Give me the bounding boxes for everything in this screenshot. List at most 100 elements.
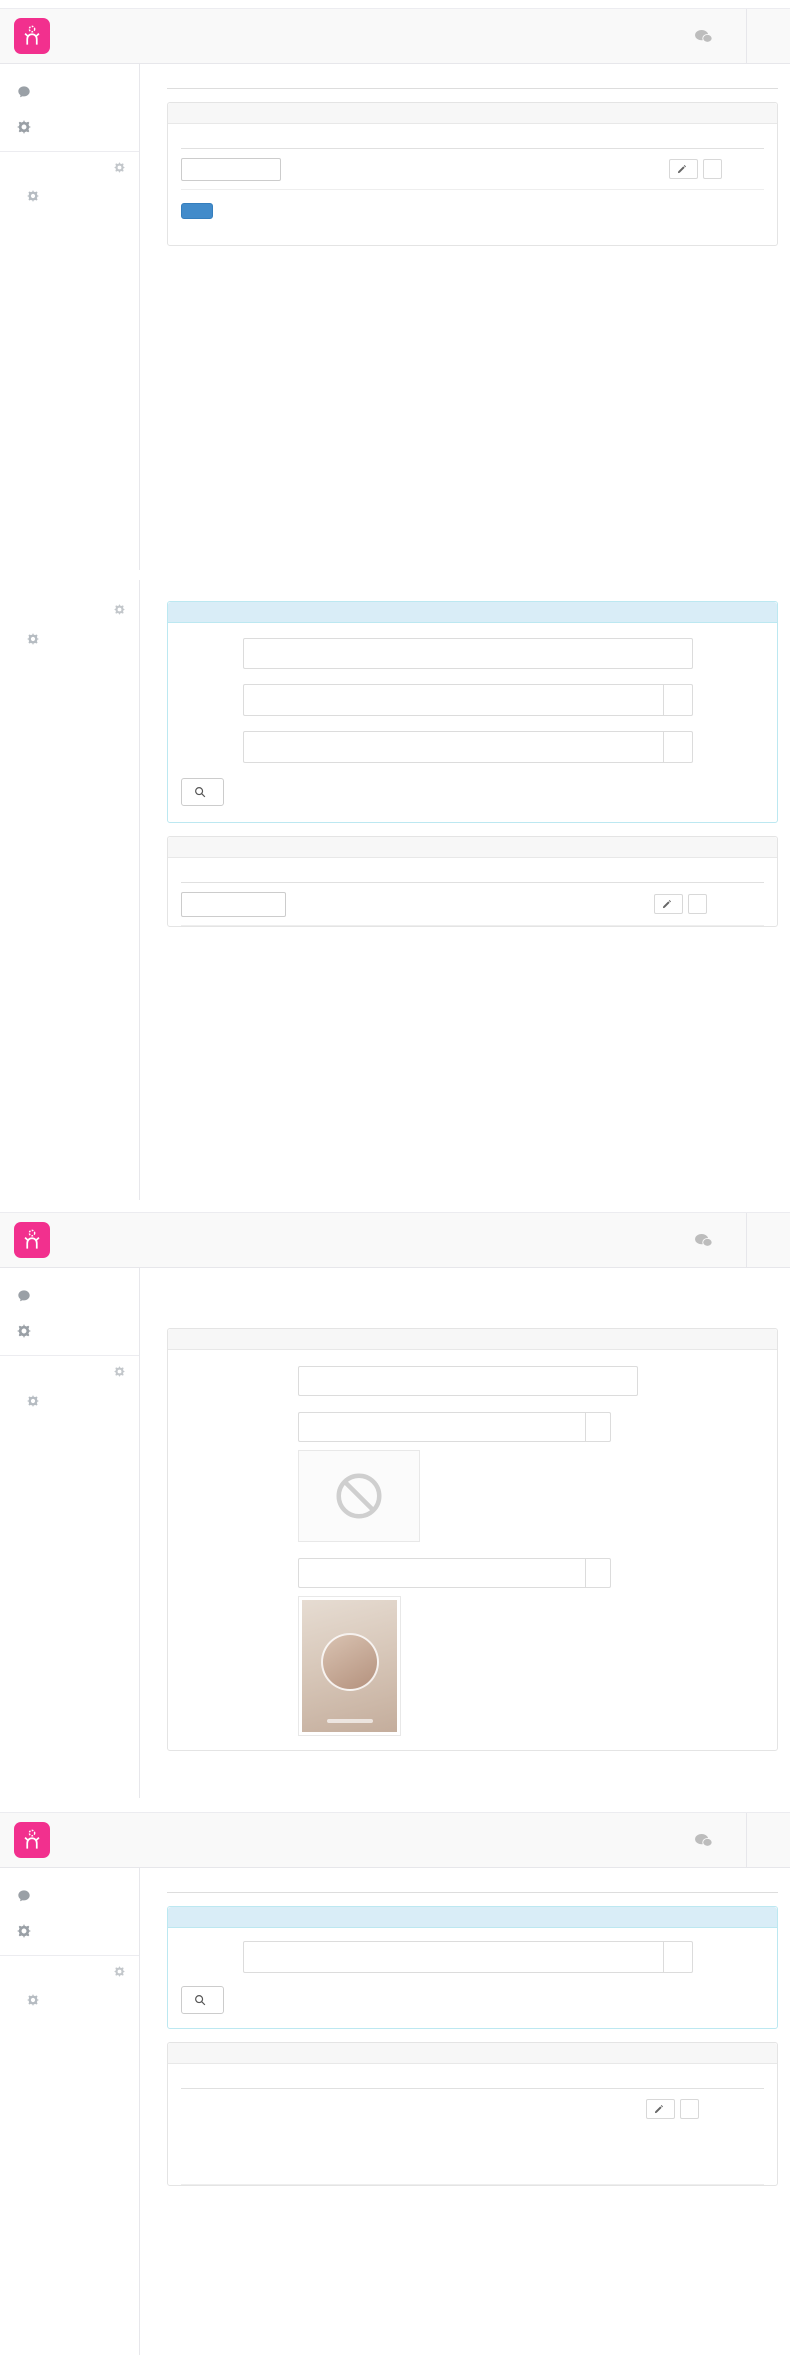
gear-icon [27, 190, 39, 202]
gender-filter-select[interactable] [243, 684, 693, 716]
header-dropdown-toggle[interactable] [746, 1213, 790, 1267]
screenshot-basic-settings [0, 1212, 790, 1800]
sidebar-item[interactable] [0, 182, 139, 209]
reply-thumbnail[interactable] [374, 887, 392, 921]
price-panel [167, 102, 778, 246]
albums-panel [167, 2042, 778, 2186]
sidebar-menu [0, 1986, 139, 2014]
table-row [181, 883, 764, 926]
sidebar-item[interactable] [0, 1386, 139, 1415]
sidebar-divider [0, 1355, 139, 1356]
search-icon [194, 1994, 206, 2006]
avatar[interactable] [281, 2099, 339, 2171]
sidebar-item-permissions[interactable] [0, 1913, 139, 1948]
gear-icon [17, 1324, 31, 1338]
search-button[interactable] [181, 778, 224, 806]
keyword-input[interactable] [243, 638, 693, 669]
sidebar-item-app-entry[interactable] [0, 1278, 139, 1313]
menu-header [0, 594, 139, 624]
search-button[interactable] [181, 1986, 224, 2014]
delete-button[interactable] [688, 894, 707, 914]
sidebar-item-app-entry[interactable] [0, 74, 139, 109]
table-header [181, 858, 764, 883]
user-gender [229, 2099, 281, 2103]
gender-filter-select[interactable] [243, 1941, 693, 1973]
user-id [181, 2099, 229, 2103]
album-photo[interactable] [429, 2099, 483, 2171]
table-header [181, 2064, 764, 2089]
wechat-icon [694, 1833, 713, 1848]
gear-icon[interactable] [114, 1966, 125, 1977]
gender-badge [516, 898, 532, 908]
tab[interactable] [167, 1876, 199, 1893]
filter-title [168, 602, 777, 623]
text-field[interactable] [298, 1366, 638, 1396]
filter-title [168, 1907, 777, 1928]
row-actions [669, 159, 764, 179]
order-input[interactable] [181, 891, 286, 917]
filter-panel [167, 601, 778, 823]
app-header [0, 1812, 790, 1868]
menu-header [0, 1956, 139, 1986]
gear-icon[interactable] [114, 162, 125, 173]
pencil-icon [654, 2104, 664, 2114]
sidebar-divider [0, 151, 139, 152]
tab[interactable] [167, 72, 199, 89]
gear-icon[interactable] [114, 1366, 125, 1377]
sidebar-menu [0, 624, 139, 653]
wechat-icon [694, 1233, 713, 1248]
order-input[interactable] [181, 157, 281, 181]
albums-table [181, 2089, 764, 2185]
account-menu[interactable] [694, 1213, 746, 1267]
sidebar [0, 580, 140, 1200]
sidebar [0, 1268, 140, 1798]
chevron-down-icon [663, 1942, 692, 1972]
account-menu[interactable] [694, 1813, 746, 1867]
screenshot-virtual-albums [0, 1812, 790, 2357]
reply-name-cell [302, 887, 446, 921]
sidebar-item[interactable] [0, 1986, 139, 2014]
gear-icon [27, 633, 39, 645]
visible-badge[interactable] [605, 163, 621, 173]
header-dropdown-toggle[interactable] [746, 9, 790, 63]
sidebar-item-permissions[interactable] [0, 1313, 139, 1348]
sidebar-item[interactable] [0, 624, 139, 653]
app-header [0, 8, 790, 64]
visible-badge[interactable] [586, 898, 602, 908]
sidebar-item-app-entry[interactable] [0, 1878, 139, 1913]
chevron-down-icon [663, 732, 692, 762]
app-logo-icon [14, 18, 50, 54]
form-row-register-bg [181, 1558, 764, 1588]
menu-header [0, 152, 139, 182]
form-row-share-logo [181, 1412, 764, 1442]
basic-settings-panel [167, 1328, 778, 1751]
choose-image-button[interactable] [585, 1412, 611, 1442]
register-bg-field[interactable] [298, 1558, 585, 1588]
album-photo[interactable] [545, 2099, 599, 2171]
wechat-icon [694, 29, 713, 44]
table-row [181, 2089, 764, 2185]
share-logo-field[interactable] [298, 1412, 585, 1442]
album-photo[interactable] [487, 2099, 541, 2171]
edit-button[interactable] [654, 894, 683, 914]
submit-button[interactable] [181, 203, 213, 219]
delete-button[interactable] [703, 159, 722, 179]
sidebar [0, 64, 140, 570]
gear-icon[interactable] [114, 604, 125, 615]
delete-button[interactable] [680, 2099, 699, 2119]
edit-button[interactable] [646, 2099, 675, 2119]
album-photo[interactable] [371, 2099, 425, 2171]
edit-button[interactable] [669, 159, 698, 179]
sidebar-menu [0, 1386, 139, 1415]
account-menu[interactable] [694, 9, 746, 63]
app-logo-icon [14, 1222, 50, 1258]
form-row [181, 1366, 764, 1396]
preview-bottom-bar [326, 1719, 373, 1723]
type-filter-select[interactable] [243, 731, 693, 763]
sidebar-item-permissions[interactable] [0, 109, 139, 144]
count-badge [493, 163, 509, 173]
choose-image-button[interactable] [585, 1558, 611, 1588]
header-dropdown-toggle[interactable] [746, 1813, 790, 1867]
gear-icon [17, 120, 31, 134]
pencil-icon [662, 899, 672, 909]
